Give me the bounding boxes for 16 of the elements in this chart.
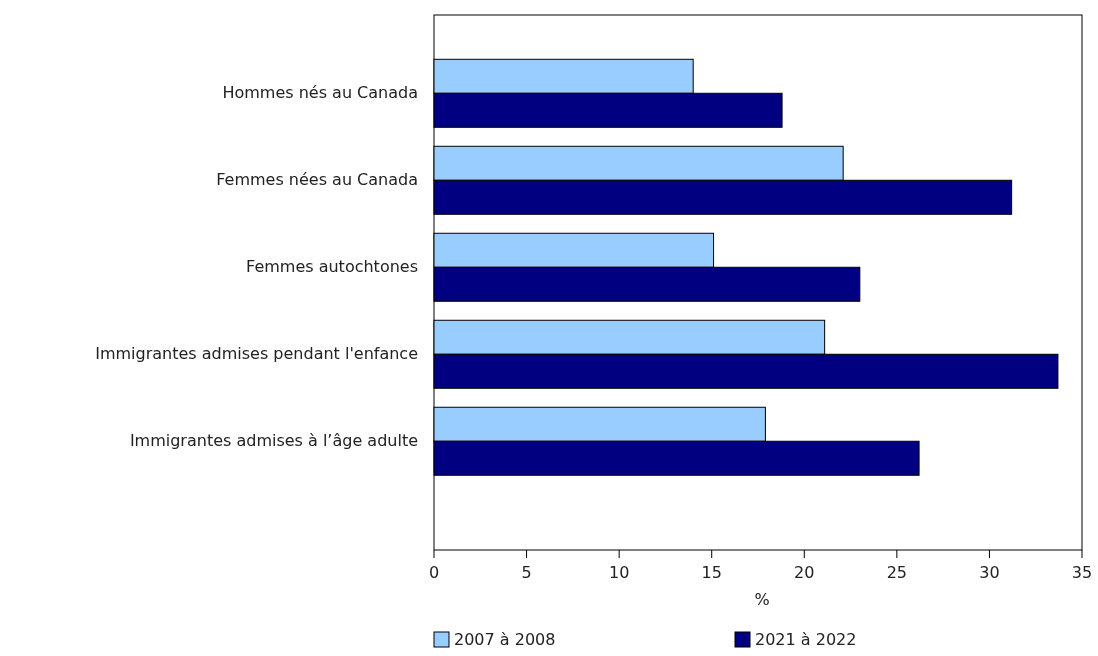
x-tick-label: 0 <box>428 563 440 582</box>
y-tick-label: Immigrantes admises à l’âge adulte <box>129 430 418 450</box>
legend-label: 2021 à 2022 <box>755 630 857 649</box>
y-tick-label: Femmes nées au Canada <box>216 169 418 189</box>
x-axis-title: % <box>754 590 770 609</box>
legend-label: 2007 à 2008 <box>454 630 556 649</box>
x-tick-label: 25 <box>886 563 908 582</box>
y-tick-label: Immigrantes admises pendant l'enfance <box>95 343 418 363</box>
x-tick-label: 30 <box>979 563 1000 582</box>
y-tick-label: Femmes autochtones <box>246 256 418 276</box>
x-tick-label: 10 <box>608 563 630 582</box>
x-tick-label: 35 <box>1071 563 1093 582</box>
x-tick-label: 15 <box>701 563 722 582</box>
y-tick-label: Hommes nés au Canada <box>222 82 418 102</box>
x-tick-label: 20 <box>794 563 815 582</box>
x-tick-label: 5 <box>521 563 532 582</box>
